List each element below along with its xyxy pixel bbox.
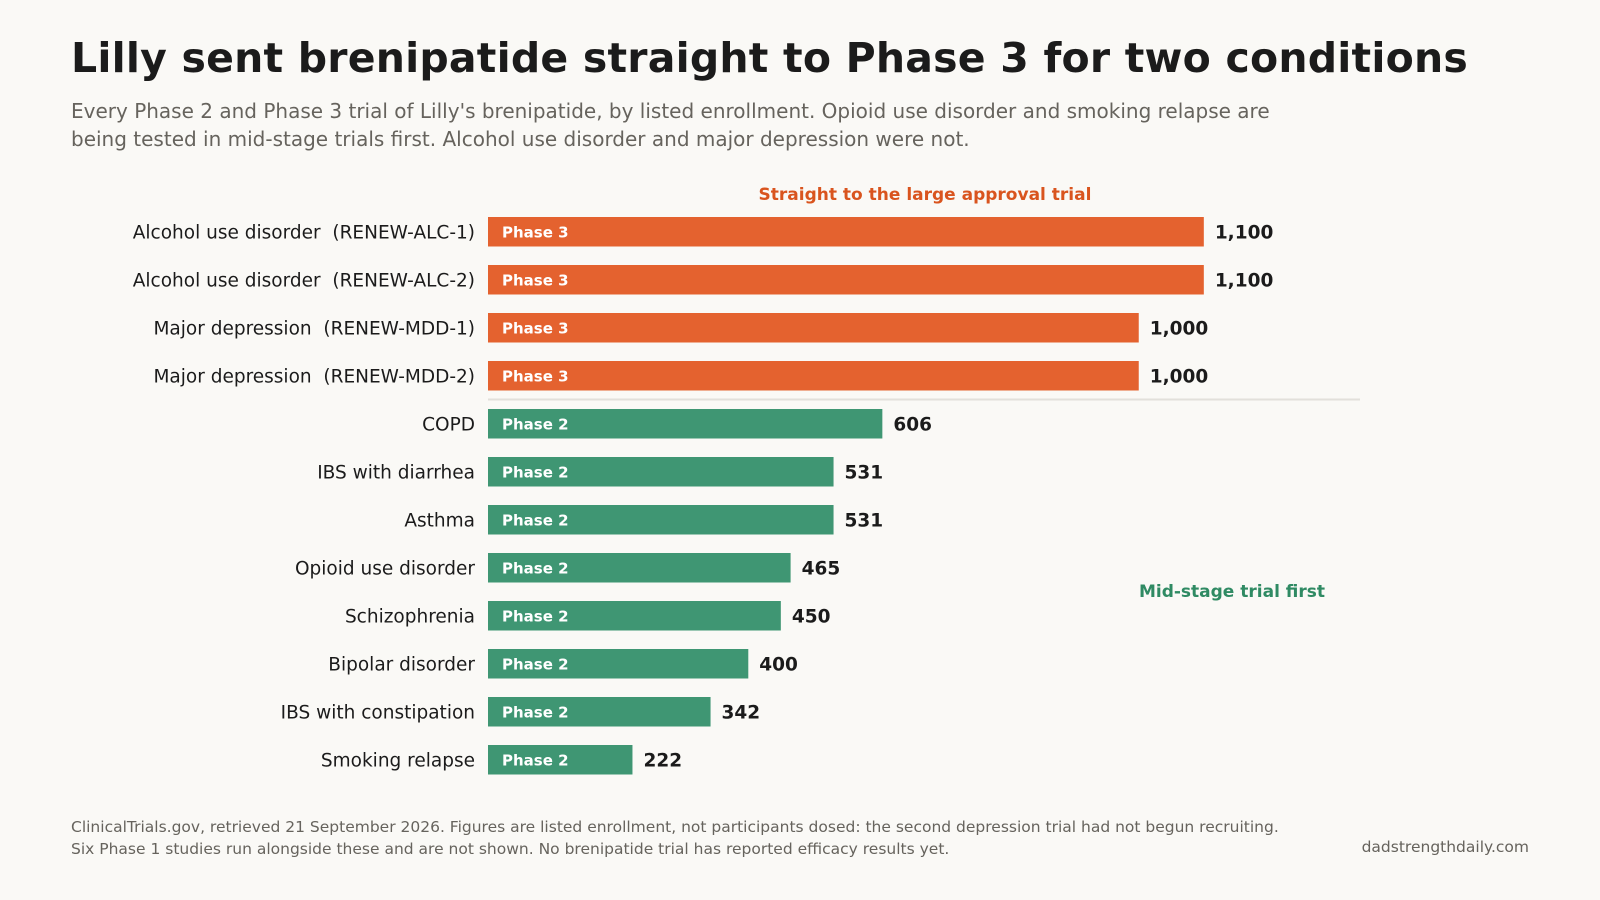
bar [488,313,1139,343]
phase-label: Phase 3 [502,367,569,385]
category-label: COPD [422,414,475,435]
phase-label: Phase 2 [502,415,569,433]
chart-title: Lilly sent brenipatide straight to Phase… [71,34,1468,82]
category-label: Major depression (RENEW-MDD-2) [153,366,475,387]
phase2-annotation: Mid-stage trial first [1139,582,1325,602]
site-credit: dadstrengthdaily.com [1361,838,1529,856]
value-label: 606 [893,414,932,435]
bar [488,649,749,679]
phase-label: Phase 3 [502,223,569,241]
value-label: 531 [845,510,884,531]
category-label: IBS with constipation [281,702,475,723]
category-label: Alcohol use disorder (RENEW-ALC-1) [133,222,475,243]
value-label: 1,100 [1215,222,1274,243]
bar [488,409,883,439]
phase-label: Phase 2 [502,559,569,577]
value-label: 465 [802,558,841,579]
category-label: Major depression (RENEW-MDD-1) [153,318,475,339]
phase-label: Phase 3 [502,319,569,337]
enrollment-bar-chart: Alcohol use disorder (RENEW-ALC-1) Phase … [133,185,1360,775]
bar [488,217,1204,247]
chart-subtitle: Every Phase 2 and Phase 3 trial of Lilly… [71,99,1270,151]
bar [488,361,1139,391]
phase-label: Phase 3 [502,271,569,289]
phase-label: Phase 2 [502,751,569,769]
value-label: 450 [792,606,831,627]
source-note: ClinicalTrials.gov, retrieved 21 Septemb… [71,818,1279,858]
value-label: 1,100 [1215,270,1274,291]
bar [488,745,633,775]
value-label: 1,000 [1150,318,1209,339]
category-label: Schizophrenia [345,606,475,627]
value-label: 531 [845,462,884,483]
category-label: Alcohol use disorder (RENEW-ALC-2) [133,270,475,291]
value-label: 400 [759,654,798,675]
category-label: Bipolar disorder [328,654,475,675]
category-label: Asthma [404,510,475,531]
phase-label: Phase 2 [502,511,569,529]
phase-label: Phase 2 [502,463,569,481]
phase3-annotation: Straight to the large approval trial [759,185,1092,205]
category-label: Smoking relapse [321,750,475,771]
bar [488,265,1204,295]
phase-label: Phase 2 [502,703,569,721]
phase-label: Phase 2 [502,655,569,673]
phase-label: Phase 2 [502,607,569,625]
category-label: Opioid use disorder [295,558,475,579]
category-label: IBS with diarrhea [317,462,475,483]
bar [488,601,781,631]
bar [488,553,791,583]
value-label: 222 [643,750,682,771]
value-label: 1,000 [1150,366,1209,387]
bar [488,505,834,535]
value-label: 342 [722,702,761,723]
bar [488,457,834,487]
bar [488,697,711,727]
